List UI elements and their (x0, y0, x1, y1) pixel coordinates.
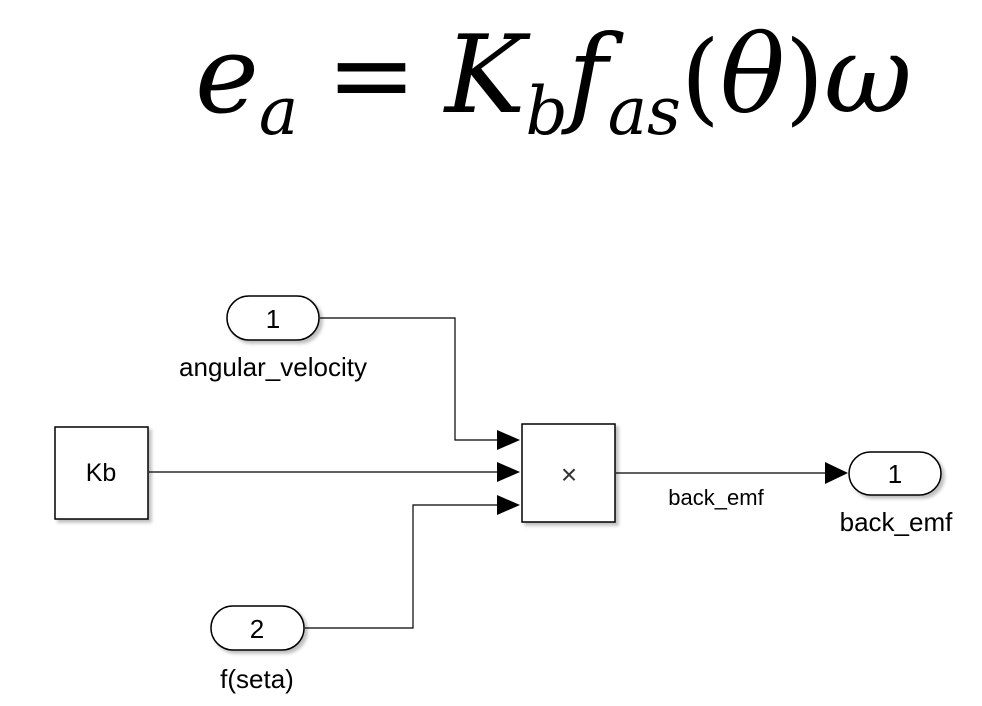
outport-1-number: 1 (888, 459, 902, 489)
product-block[interactable]: × (521, 423, 616, 523)
product-multiply-icon: × (561, 459, 577, 490)
constant-kb-block[interactable]: Kb (54, 426, 149, 520)
signal-line-f-seta[interactable] (305, 504, 500, 629)
eq-lhs-subscript: a (258, 73, 299, 150)
constant-kb-label: Kb (86, 459, 117, 487)
eq-theta: θ (719, 13, 785, 138)
eq-lhs: e (195, 13, 259, 138)
signal-label-back-emf: back_emf (668, 485, 764, 510)
eq-omega: ω (823, 13, 913, 138)
eq-k: K (444, 13, 526, 138)
inport-1-number: 1 (266, 304, 280, 334)
eq-f: f (567, 13, 608, 138)
inport-2-block[interactable]: 2 (210, 605, 305, 651)
product-input-arrow-3 (497, 495, 520, 515)
eq-open-paren: ( (680, 19, 720, 136)
signal-line-angular-velocity[interactable] (320, 317, 500, 441)
outport-1-name: back_emf (840, 507, 953, 537)
inport-1-name: angular_velocity (179, 352, 367, 382)
eq-f-subscript: as (607, 73, 681, 150)
eq-close-paren: ) (784, 19, 824, 136)
back-emf-equation: ea = Kbfas(θ)ω (195, 22, 955, 172)
eq-equals-sign: = (326, 13, 417, 138)
outport-1-block[interactable]: 1 (848, 451, 942, 496)
product-input-arrow-1 (497, 430, 520, 450)
product-input-arrow-2 (497, 462, 520, 482)
inport-2-name: f(seta) (220, 664, 294, 694)
eq-k-subscript: b (525, 73, 568, 150)
outport-input-arrow (825, 462, 848, 484)
inport-2-number: 2 (250, 614, 264, 644)
inport-1-block[interactable]: 1 (226, 295, 320, 341)
